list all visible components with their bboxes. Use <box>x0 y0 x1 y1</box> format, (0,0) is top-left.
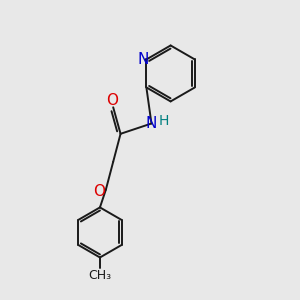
Text: H: H <box>159 114 169 128</box>
Text: N: N <box>146 116 157 131</box>
Text: O: O <box>106 93 118 108</box>
Text: N: N <box>137 52 148 67</box>
Text: O: O <box>93 184 105 199</box>
Text: CH₃: CH₃ <box>88 268 112 282</box>
